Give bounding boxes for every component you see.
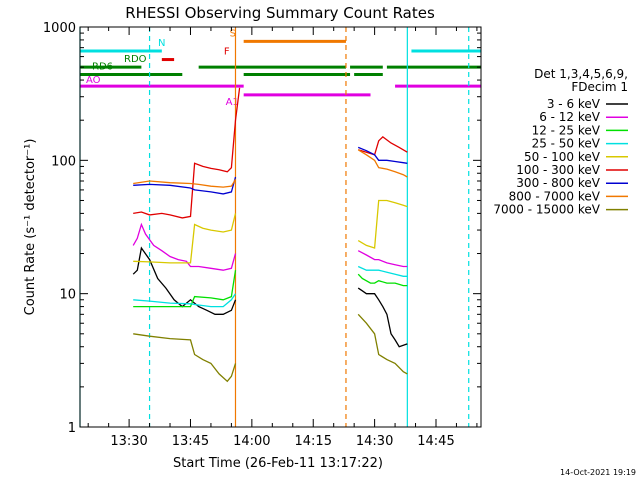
legend-header-1: Det 1,3,4,5,6,9,: [534, 67, 628, 81]
x-tick-label: 13:30: [110, 434, 147, 449]
series-line: [357, 287, 408, 348]
series-line: [133, 87, 241, 219]
x-tick-label: 14:45: [417, 434, 454, 449]
data-series: [132, 87, 408, 383]
series-line: [133, 270, 237, 308]
footer-timestamp: 14-Oct-2021 19:19: [560, 468, 636, 477]
flag-label: N: [158, 38, 165, 49]
series-line: [133, 213, 237, 264]
series-line: [132, 246, 237, 315]
series-line: [357, 146, 408, 164]
series-line: [132, 222, 237, 271]
series-line: [133, 176, 237, 195]
legend-label: 100 - 300 keV: [516, 163, 600, 177]
chart-title: RHESSI Observing Summary Count Rates: [125, 4, 435, 22]
legend-label: 7000 - 15000 keV: [493, 203, 600, 217]
x-tick-label: 14:15: [295, 434, 332, 449]
y-tick-label: 1: [68, 421, 76, 436]
legend-label: 12 - 25 keV: [532, 123, 601, 137]
flag-label: F: [224, 47, 230, 58]
series-line: [357, 250, 408, 268]
series-line: [358, 136, 408, 156]
flag-label: AO: [86, 75, 101, 86]
y-tick-label: 100: [51, 154, 76, 169]
x-tick-label: 14:30: [356, 434, 393, 449]
y-axis-label: Count Rate (s⁻¹ detector⁻¹): [23, 139, 38, 316]
x-axis-ticks: 13:30 13:45 14:00 14:15 14:30 14:45: [87, 27, 478, 449]
series-line: [133, 293, 237, 308]
legend-label: 6 - 12 keV: [539, 110, 601, 124]
flag-label: A1: [226, 97, 239, 108]
x-tick-label: 13:45: [172, 434, 209, 449]
flag-label: RD6: [92, 62, 113, 73]
legend-label: 50 - 100 keV: [524, 150, 601, 164]
x-tick-label: 14:00: [233, 434, 270, 449]
series-line: [357, 313, 408, 375]
series-line: [133, 333, 237, 383]
y-tick-label: 10: [59, 288, 76, 303]
flag-label: S: [230, 28, 236, 39]
legend-label: 800 - 7000 keV: [509, 189, 601, 203]
x-axis-label: Start Time (26-Feb-11 13:17:22): [173, 456, 383, 471]
series-line: [357, 199, 408, 249]
legend-label: 25 - 50 keV: [532, 137, 601, 151]
y-axis-ticks: 1 10 100 1000: [43, 21, 481, 436]
plot-frame: [79, 26, 482, 428]
flag-label: RDO: [124, 54, 147, 65]
legend-label: 300 - 800 keV: [516, 176, 600, 190]
series-line: [133, 179, 237, 188]
series-line: [357, 273, 408, 287]
y-tick-label: 1000: [43, 21, 76, 36]
series-line: [357, 265, 408, 277]
flag-bars: N FS RDO RD6 AO A1: [80, 28, 481, 108]
legend-label: 3 - 6 keV: [547, 97, 601, 111]
series-line: [357, 149, 408, 178]
legend-header-2: FDecim 1: [571, 80, 628, 94]
